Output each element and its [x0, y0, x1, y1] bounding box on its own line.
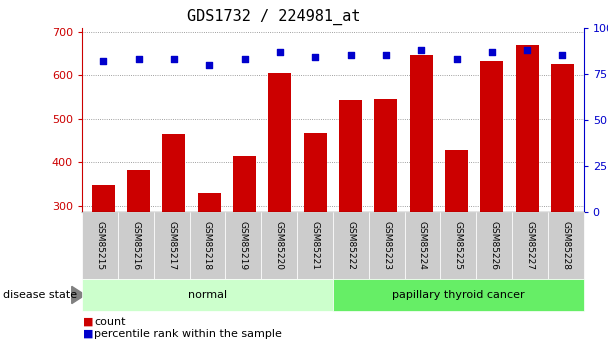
Bar — [375, 99, 398, 336]
Point — [381, 52, 391, 58]
Point — [416, 47, 426, 52]
Bar — [480, 61, 503, 336]
Text: GSM85219: GSM85219 — [239, 221, 248, 270]
Text: GSM85215: GSM85215 — [95, 221, 105, 270]
Bar — [162, 134, 185, 336]
Point — [169, 56, 179, 62]
Bar — [233, 156, 256, 336]
Text: GSM85216: GSM85216 — [131, 221, 140, 270]
Point — [522, 47, 532, 52]
Point — [98, 58, 108, 63]
Point — [558, 52, 567, 58]
Point — [346, 52, 356, 58]
Point — [310, 55, 320, 60]
Text: GSM85227: GSM85227 — [525, 221, 534, 270]
Point — [487, 49, 497, 55]
Bar — [551, 63, 574, 336]
Point — [204, 62, 214, 67]
Text: GSM85218: GSM85218 — [203, 221, 212, 270]
Text: GSM85220: GSM85220 — [275, 221, 284, 270]
Text: GDS1732 / 224981_at: GDS1732 / 224981_at — [187, 9, 361, 25]
Text: ■: ■ — [83, 317, 94, 326]
Text: GSM85223: GSM85223 — [382, 221, 391, 270]
Text: count: count — [94, 317, 126, 326]
Text: GSM85217: GSM85217 — [167, 221, 176, 270]
Text: normal: normal — [188, 290, 227, 300]
Text: disease state: disease state — [3, 290, 81, 300]
Text: GSM85226: GSM85226 — [489, 221, 499, 270]
Text: percentile rank within the sample: percentile rank within the sample — [94, 329, 282, 339]
Text: papillary thyroid cancer: papillary thyroid cancer — [392, 290, 525, 300]
Point — [240, 56, 249, 62]
Text: GSM85228: GSM85228 — [561, 221, 570, 270]
Text: GSM85225: GSM85225 — [454, 221, 463, 270]
Bar — [516, 45, 539, 336]
Bar — [445, 150, 468, 336]
Bar — [304, 133, 326, 336]
Text: ■: ■ — [83, 329, 94, 339]
Bar — [92, 185, 115, 336]
Bar — [198, 193, 221, 336]
Text: GSM85222: GSM85222 — [347, 221, 355, 270]
Bar — [339, 100, 362, 336]
Text: GSM85224: GSM85224 — [418, 221, 427, 270]
Bar — [127, 170, 150, 336]
Point — [275, 49, 285, 55]
Bar — [268, 73, 291, 336]
Text: GSM85221: GSM85221 — [311, 221, 319, 270]
Polygon shape — [72, 286, 85, 304]
Point — [134, 56, 143, 62]
Bar — [410, 55, 433, 336]
Point — [452, 56, 461, 62]
